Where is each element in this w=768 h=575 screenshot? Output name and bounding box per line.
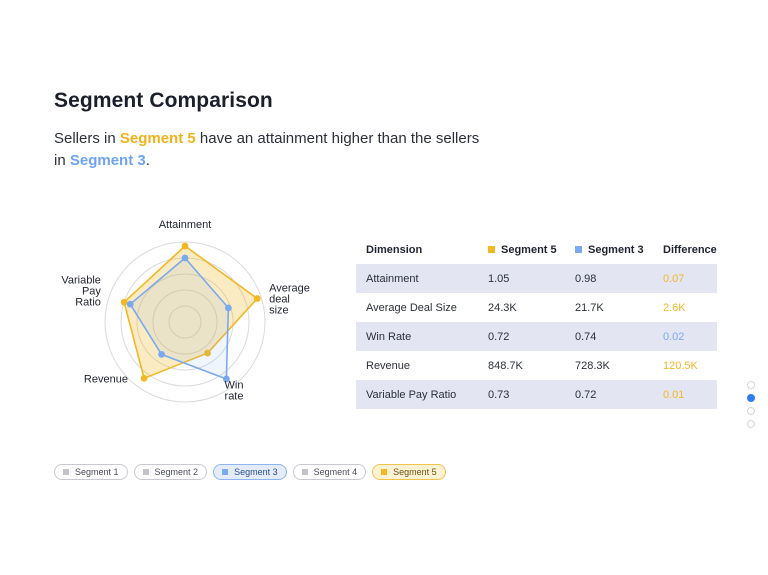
axis-label: Attainment — [159, 219, 212, 231]
legend-label: Segment 5 — [393, 467, 437, 477]
axis-label-line: Average — [269, 282, 310, 294]
cell-difference: 0.02 — [653, 322, 717, 351]
segment-5-point — [140, 374, 148, 382]
legend-label: Segment 1 — [75, 467, 119, 477]
table-row: Attainment 1.05 0.98 0.07 — [356, 264, 717, 293]
segment-3-point — [158, 350, 165, 358]
header-dimension: Dimension — [366, 244, 423, 256]
axis-label-line: rate — [225, 391, 244, 403]
segment-3-point — [224, 304, 232, 312]
table-row: Win Rate 0.72 0.74 0.02 — [356, 322, 717, 351]
segment-5-swatch — [488, 246, 495, 253]
segment-5-point — [120, 298, 128, 306]
table-row: Variable Pay Ratio 0.73 0.72 0.01 — [356, 380, 717, 409]
summary-middle: have an attainment higher than the selle… — [54, 130, 480, 169]
segment-5-point — [181, 242, 189, 250]
grid-ring — [152, 289, 218, 355]
legend-swatch — [381, 469, 388, 475]
cell-segment-5: 848.7K — [488, 359, 523, 372]
summary-suffix: . — [145, 152, 150, 169]
axis-label: Win rate — [225, 380, 244, 403]
cell-dimension: Average Deal Size — [366, 301, 457, 314]
cell-difference: 2.6K — [663, 301, 686, 314]
segment-3-swatch — [575, 246, 582, 253]
pagination-dots — [747, 381, 755, 428]
grid-ring — [104, 241, 266, 403]
axis-label-line: Win — [225, 380, 244, 392]
segment-3-point — [126, 300, 134, 308]
segment-3-point — [181, 254, 189, 262]
axis-label-line: Attainment — [159, 219, 212, 231]
cell-segment-5: 24.3K — [488, 301, 517, 314]
page-dot[interactable] — [747, 381, 755, 389]
cell-segment-5: 0.72 — [478, 322, 565, 351]
segment-5-point — [253, 295, 261, 302]
table-row: Revenue 848.7K 728.3K 120.5K — [356, 351, 717, 380]
segment-3-area — [129, 257, 230, 380]
legend-chip-segment-4[interactable]: Segment 4 — [292, 464, 367, 480]
legend-label: Segment 2 — [154, 467, 199, 477]
grid-ring — [168, 305, 202, 339]
header-segment-5: Segment 5 — [478, 236, 565, 264]
legend-label: Segment 3 — [234, 467, 278, 477]
axis-label-line: Pay — [82, 285, 101, 297]
grid-ring — [136, 273, 234, 371]
header-segment-3: Segment 3 — [565, 236, 653, 264]
axis-label-line: Variable — [61, 274, 101, 286]
legend-swatch — [63, 469, 69, 475]
table-row: Average Deal Size 24.3K 21.7K 2.6K — [356, 293, 717, 322]
legend-chip-segment-3[interactable]: Segment 3 — [213, 464, 287, 480]
header-segment-5-label: Segment 5 — [501, 244, 557, 256]
cell-segment-5: 1.05 — [478, 264, 565, 293]
cell-segment-3: 0.98 — [565, 264, 653, 293]
axis-label-line: deal — [269, 293, 290, 305]
cell-segment-3: 0.72 — [565, 380, 653, 409]
cell-dimension: Win Rate — [356, 322, 478, 351]
comparison-table: Dimension Segment 5 Segment 3 Difference… — [356, 236, 717, 409]
header-difference: Difference — [663, 244, 717, 256]
header-segment-3-label: Segment 3 — [588, 244, 644, 256]
axis-label-line: Revenue — [84, 374, 128, 386]
cell-dimension: Attainment — [356, 264, 478, 293]
cell-segment-3: 21.7K — [575, 301, 604, 314]
axis-label: Variable Pay Ratio — [61, 274, 101, 308]
highlight-segment-3: Segment 3 — [69, 152, 146, 169]
cell-dimension: Revenue — [366, 359, 411, 372]
legend-swatch — [301, 469, 308, 475]
legend-chip-segment-1[interactable]: Segment 1 — [54, 464, 128, 480]
legend-chip-segment-2[interactable]: Segment 2 — [133, 464, 208, 480]
axis-label-line: Ratio — [75, 296, 101, 308]
cell-dimension: Variable Pay Ratio — [356, 380, 478, 409]
legend-swatch — [142, 469, 149, 475]
table-header-row: Dimension Segment 5 Segment 3 Difference — [356, 236, 717, 264]
segment-legend: Segment 1 Segment 2 Segment 3 Segment 4 Segm… — [54, 464, 446, 480]
segment-5-area — [123, 245, 259, 380]
page-dot[interactable] — [747, 394, 755, 402]
cell-segment-5: 0.73 — [478, 380, 565, 409]
cell-segment-3: 728.3K — [575, 359, 610, 372]
cell-difference: 0.01 — [653, 380, 717, 409]
comparison-table-wrap: Dimension Segment 5 Segment 3 Difference… — [356, 236, 717, 409]
page-dot[interactable] — [747, 420, 755, 428]
segment-3-point — [222, 375, 230, 383]
axis-label: Average deal size — [269, 282, 310, 316]
summary-text: Sellers in Segment 5 have an attainment … — [54, 128, 484, 172]
axis-label: Revenue — [84, 374, 128, 386]
legend-swatch — [222, 469, 229, 475]
segment-5-point — [204, 349, 211, 357]
axis-label-line: size — [269, 304, 289, 316]
page-title: Segment Comparison — [54, 89, 273, 112]
page-dot[interactable] — [747, 407, 755, 415]
highlight-segment-5: Segment 5 — [119, 130, 196, 147]
legend-label: Segment 4 — [313, 467, 358, 477]
table-body: Attainment 1.05 0.98 0.07 Average Deal Size 2… — [356, 264, 717, 409]
legend-chip-segment-5[interactable]: Segment 5 — [372, 464, 446, 480]
cell-segment-3: 0.74 — [565, 322, 653, 351]
cell-difference: 120.5K — [663, 359, 698, 372]
radar-chart: Attainment Average deal size Win rate Revenue V… — [61, 219, 310, 403]
cell-difference: 0.07 — [653, 264, 717, 293]
summary-prefix: Sellers in — [54, 130, 120, 147]
